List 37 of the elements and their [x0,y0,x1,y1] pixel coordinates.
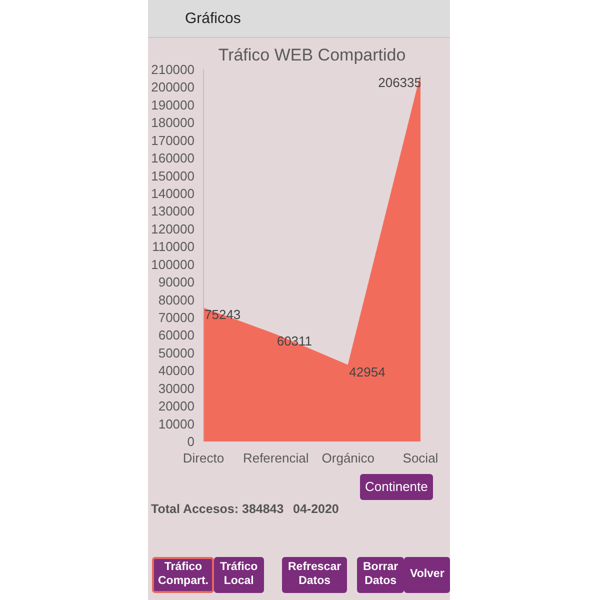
y-tick-label: 80000 [158,292,195,308]
text: Borrar Datos [357,557,404,593]
x-tick-label: Referencial [242,450,309,466]
y-tick-label: 170000 [151,132,195,148]
y-tick-label: 120000 [151,221,195,236]
text: Refrescar Datos [282,557,348,593]
text: Tráfico Compart. [152,557,214,593]
text: Tráfico Local [214,557,264,593]
x-tick-label: Social [402,450,438,466]
y-tick-label: 210000 [151,62,195,77]
y-tick-label: 10000 [158,416,195,432]
y-tick-label: 40000 [158,363,195,378]
y-tick-label: 160000 [151,150,195,166]
text: Gráficos [148,0,450,38]
y-tick-label: 180000 [151,115,195,130]
chart-title: Tráfico WEB Compartido [218,46,406,64]
text: 04-2020 [293,501,339,518]
y-tick-label: 60000 [158,328,195,343]
y-tick-label: 70000 [158,310,195,325]
y-tick-label: 150000 [151,168,195,184]
y-tick-label: 200000 [151,80,195,95]
y-tick-label: 20000 [158,398,195,414]
y-tick-label: 30000 [158,380,195,396]
text: Total Accesos: 384843 [151,501,284,518]
y-tick-label: 130000 [151,204,195,219]
x-tick-label: Directo [182,450,224,466]
data-label: 42954 [349,364,386,380]
y-tick-label: 100000 [151,256,195,272]
x-tick-label: Orgánico [322,450,375,466]
y-tick-label: 110000 [152,239,195,254]
y-tick-label: 90000 [158,274,195,290]
y-tick-label: 190000 [151,97,195,112]
y-tick-label: 50000 [158,345,195,360]
y-tick-label: 0 [187,434,195,449]
y-tick-label: 140000 [151,186,195,201]
text: Continente [360,474,433,500]
text: Volver [404,557,450,593]
